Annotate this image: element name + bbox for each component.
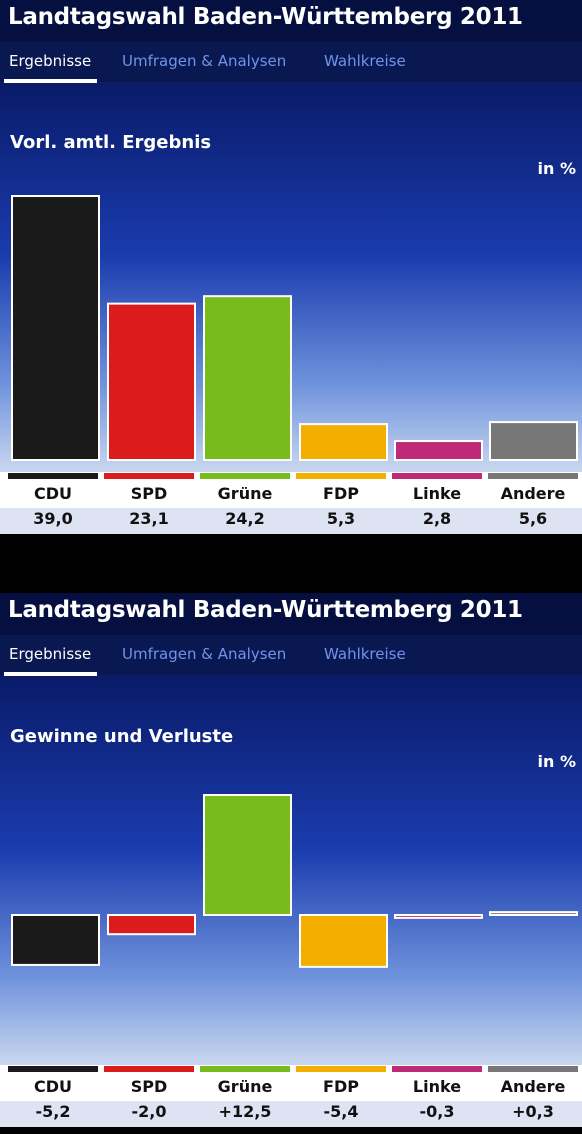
category-label-spd: SPD (130, 1077, 168, 1096)
bar-gruene (203, 794, 292, 916)
bar-spd (107, 302, 196, 461)
tab-umfragen-analysen[interactable]: Umfragen & Analysen (122, 645, 287, 663)
changes-legend: CDU -5,2 SPD -2,0 Grüne +12,5 FDP -5,4 Linke -0,3… (0, 1065, 582, 1127)
changes-bar-chart (11, 794, 578, 968)
tab-ergebnisse[interactable]: Ergebnisse (9, 52, 92, 70)
value-label-gruene: +12,5 (218, 1102, 272, 1121)
legend-swatch-fdp (296, 473, 386, 479)
value-label-linke: -0,3 (419, 1102, 455, 1121)
category-label-cdu: CDU (33, 1077, 72, 1096)
legend-swatch-gruene (200, 473, 290, 479)
category-label-linke: Linke (412, 1077, 462, 1096)
category-label-cdu: CDU (33, 484, 72, 503)
value-label-andere: 5,6 (518, 509, 548, 528)
value-row-background (0, 1101, 582, 1127)
value-label-fdp: -5,4 (323, 1102, 359, 1121)
category-label-spd: SPD (130, 484, 168, 503)
category-label-fdp: FDP (323, 484, 359, 503)
category-label-fdp: FDP (323, 1077, 359, 1096)
tab-bar: Ergebnisse Umfragen & Analysen Wahlkreis… (0, 42, 582, 83)
legend-swatch-cdu (8, 473, 98, 479)
value-label-spd: 23,1 (129, 509, 169, 528)
bar-cdu (11, 914, 100, 966)
category-label-andere: Andere (500, 1077, 566, 1096)
tab-wahlkreise[interactable]: Wahlkreise (324, 645, 406, 663)
legend-swatch-gruene (200, 1066, 290, 1072)
value-row-background (0, 508, 582, 534)
value-label-andere: +0,3 (512, 1102, 554, 1121)
results-bar-chart (11, 195, 578, 462)
chart-title: Vorl. amtl. Ergebnis (10, 132, 212, 153)
legend-swatch-andere (488, 473, 578, 479)
legend-swatch-spd (104, 1066, 194, 1072)
tab-wahlkreise[interactable]: Wahlkreise (324, 52, 406, 70)
chart-title: Gewinne und Verluste (10, 726, 234, 747)
title-bar: Landtagswahl Baden-Württemberg 2011 (0, 593, 582, 635)
bar-andere (489, 911, 578, 916)
tab-umfragen-analysen[interactable]: Umfragen & Analysen (122, 52, 287, 70)
active-tab-indicator (4, 672, 97, 676)
bar-cdu (11, 195, 100, 461)
bar-fdp (299, 423, 388, 461)
value-label-cdu: 39,0 (33, 509, 73, 528)
bar-spd (107, 914, 196, 936)
category-label-gruene: Grüne (217, 1077, 273, 1096)
bar-andere (489, 421, 578, 462)
legend-swatch-spd (104, 473, 194, 479)
value-label-linke: 2,8 (422, 509, 452, 528)
category-label-linke: Linke (412, 484, 462, 503)
value-label-cdu: -5,2 (35, 1102, 71, 1121)
results-panel: Landtagswahl Baden-Württemberg 2011 Erge… (0, 0, 582, 534)
tab-ergebnisse[interactable]: Ergebnisse (9, 645, 92, 663)
legend-swatch-linke (392, 473, 482, 479)
unit-label: in % (537, 752, 576, 771)
results-legend: CDU 39,0 SPD 23,1 Grüne 24,2 FDP 5,3 Linke 2,8 And… (0, 472, 582, 534)
category-label-gruene: Grüne (217, 484, 273, 503)
tab-bar: Ergebnisse Umfragen & Analysen Wahlkreis… (0, 635, 582, 676)
value-label-fdp: 5,3 (326, 509, 356, 528)
page-title: Landtagswahl Baden-Württemberg 2011 (8, 4, 523, 30)
bar-gruene (203, 295, 292, 461)
legend-swatch-cdu (8, 1066, 98, 1072)
active-tab-indicator (4, 79, 97, 83)
legend-swatch-andere (488, 1066, 578, 1072)
legend-swatch-linke (392, 1066, 482, 1072)
title-bar: Landtagswahl Baden-Württemberg 2011 (0, 0, 582, 42)
changes-panel: Landtagswahl Baden-Württemberg 2011 Erge… (0, 593, 582, 1127)
value-label-spd: -2,0 (131, 1102, 167, 1121)
page-title: Landtagswahl Baden-Württemberg 2011 (8, 597, 523, 623)
bar-fdp (299, 914, 388, 968)
legend-swatch-fdp (296, 1066, 386, 1072)
unit-label: in % (537, 159, 576, 178)
category-label-andere: Andere (500, 484, 566, 503)
bar-linke (394, 440, 483, 461)
bar-linke (394, 914, 483, 919)
value-label-gruene: 24,2 (225, 509, 265, 528)
